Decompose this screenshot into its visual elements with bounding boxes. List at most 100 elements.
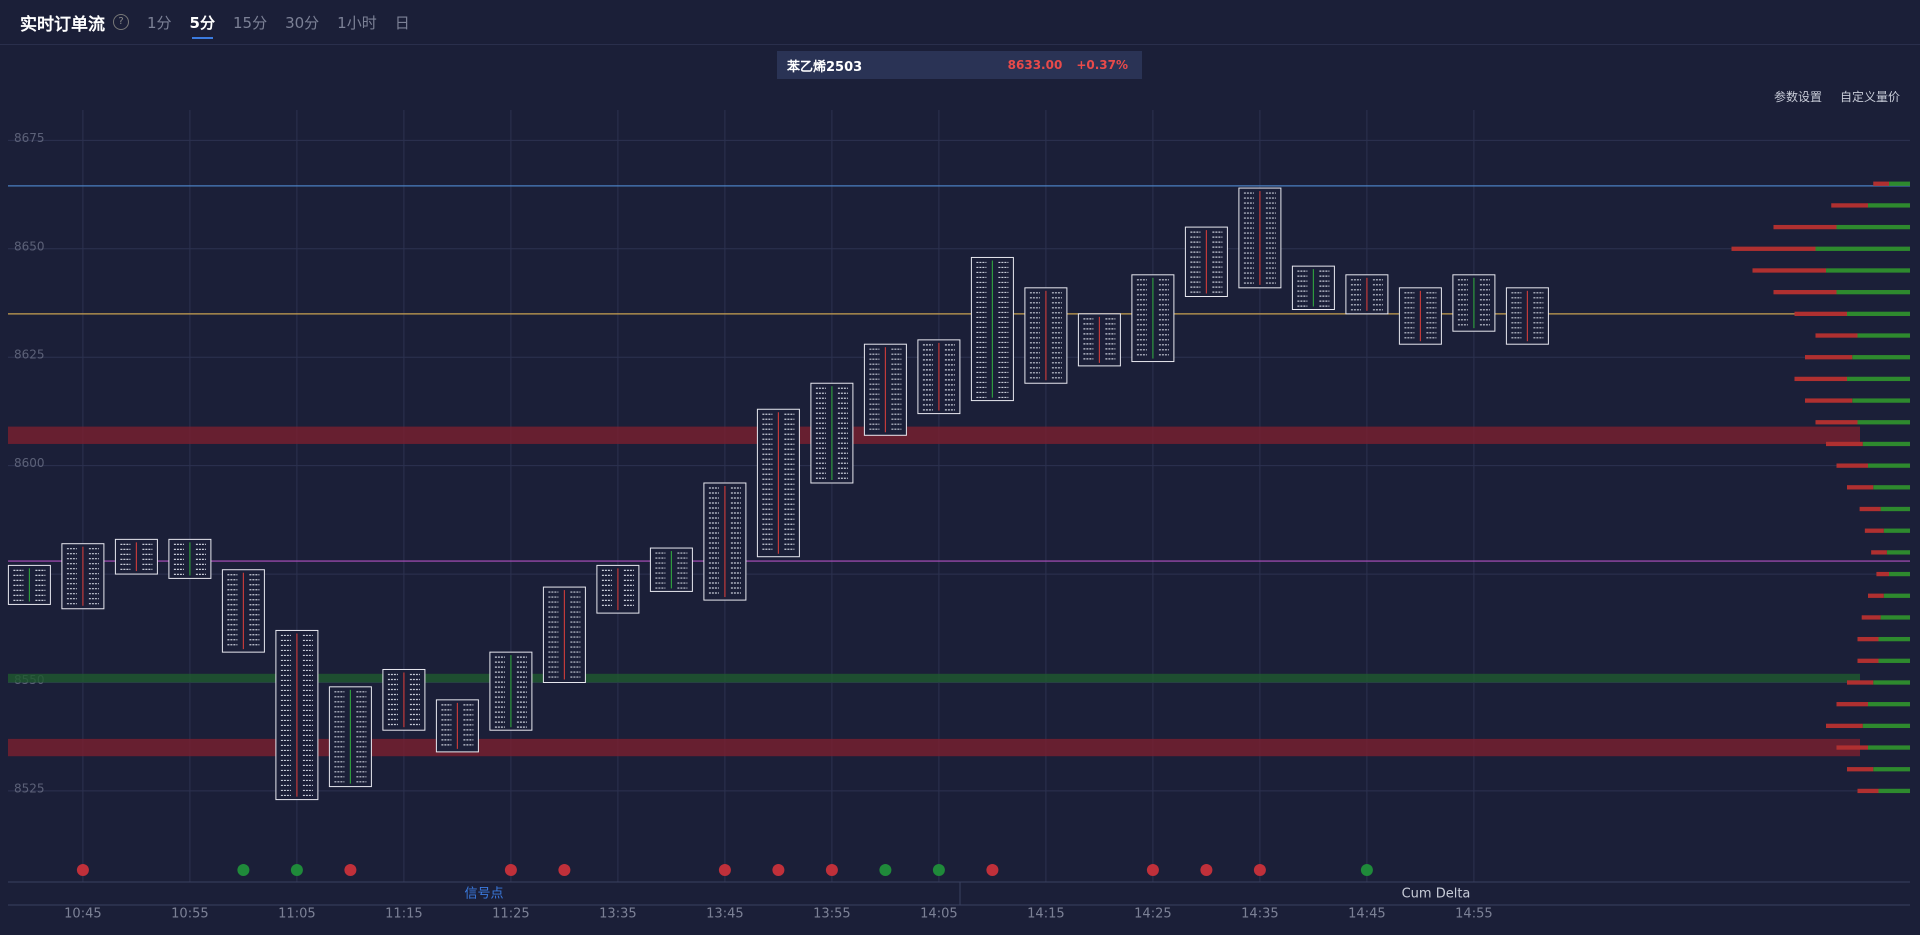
x-tick-label: 14:05 <box>920 907 957 922</box>
y-tick-label: 8600 <box>14 456 45 470</box>
signal <box>1253 864 1266 876</box>
profile-bar <box>1826 268 1910 273</box>
signal <box>825 864 838 876</box>
signal <box>879 864 892 876</box>
profile-bar <box>1773 290 1837 295</box>
tool-button[interactable]: 参数设置 <box>1773 90 1822 104</box>
y-tick-label: 8675 <box>14 131 45 145</box>
profile-bar <box>1861 615 1881 620</box>
signal <box>504 864 517 876</box>
profile-bar <box>1836 745 1868 750</box>
profile-bar <box>1868 702 1910 707</box>
profile-bar <box>1794 376 1847 382</box>
symbol-price: 8633.00 <box>1007 58 1063 72</box>
tab[interactable]: 1小时 <box>337 13 377 32</box>
profile-bar <box>1873 680 1910 685</box>
x-tick-label: 11:25 <box>492 907 529 922</box>
profile-bar <box>1815 333 1858 338</box>
x-tick-label: 11:05 <box>278 907 315 922</box>
profile-bar <box>1847 311 1910 316</box>
tool-button[interactable]: 自定义量价 <box>1839 90 1900 104</box>
x-tick-label: 14:55 <box>1455 907 1492 922</box>
profile-bar <box>1873 767 1910 772</box>
profile-bar <box>1831 203 1868 208</box>
profile-bar <box>1886 550 1910 555</box>
signal <box>1146 864 1159 876</box>
x-tick-label: 14:15 <box>1027 907 1064 922</box>
tabs: 1分 5分 15分 30分 1小时日 <box>129 12 410 39</box>
profile-bar <box>1880 506 1910 512</box>
signal <box>76 864 89 876</box>
symbol-change: +0.37% <box>1076 58 1128 72</box>
profile-bar <box>1857 636 1879 642</box>
y-tick-label: 8525 <box>14 781 45 795</box>
profile-bar <box>1805 398 1853 403</box>
profile-bar <box>1731 246 1816 251</box>
y-tick-label: 8650 <box>14 239 45 253</box>
toolbar: 参数设置 自定义量价 <box>1756 88 1900 105</box>
panel-label: Cum Delta <box>1402 887 1471 902</box>
profile-bar <box>1864 528 1884 533</box>
profile-bar <box>1857 658 1879 663</box>
signal <box>1200 864 1213 876</box>
x-tick-label: 14:45 <box>1348 907 1385 922</box>
profile-bar <box>1826 723 1863 729</box>
profile-bar <box>1847 680 1874 685</box>
profile-bar <box>1889 571 1910 577</box>
profile-bar <box>1880 615 1910 620</box>
zone <box>8 673 1860 683</box>
profile-bar <box>1852 355 1910 360</box>
signal <box>772 864 785 876</box>
header: 实时订单流 ? 1分 5分 15分 30分 1小时日 <box>0 0 1920 45</box>
zone <box>8 426 1860 444</box>
x-tick-label: 14:35 <box>1241 907 1278 922</box>
profile-bar <box>1878 636 1910 642</box>
signal <box>290 864 303 876</box>
profile-bar <box>1883 528 1910 533</box>
profile-bar <box>1815 246 1910 251</box>
x-tick-label: 14:25 <box>1134 907 1171 922</box>
profile-bar <box>1857 788 1879 794</box>
panel-label: 信号点 <box>464 887 503 902</box>
signal <box>932 864 945 876</box>
signal <box>718 864 731 876</box>
x-tick-label: 13:35 <box>599 907 636 922</box>
profile-bar <box>1847 485 1874 490</box>
profile-bar <box>1862 723 1910 729</box>
help[interactable]: ? <box>113 14 129 30</box>
signal <box>986 864 999 876</box>
tab[interactable]: 5分 <box>189 13 215 39</box>
profile-bar <box>1868 463 1910 468</box>
profile-bar <box>1878 658 1910 663</box>
profile-bar <box>1847 767 1874 772</box>
profile-bar <box>1815 420 1858 425</box>
profile-bar <box>1859 506 1881 512</box>
profile-bar <box>1836 290 1910 295</box>
profile-bar <box>1889 181 1910 186</box>
profile-bar <box>1857 420 1910 425</box>
signal <box>1360 864 1373 876</box>
profile-bar <box>1868 593 1884 598</box>
profile-bar <box>1773 224 1837 230</box>
title: 实时订单流 <box>20 14 105 35</box>
x-tick-label: 10:55 <box>171 907 208 922</box>
tab[interactable]: 1分 <box>147 13 172 32</box>
profile-bar <box>1847 376 1910 382</box>
profile-bar <box>1794 311 1847 316</box>
profile-bar <box>1752 268 1826 273</box>
profile-bar <box>1836 463 1868 468</box>
x-tick-label: 10:45 <box>64 907 101 922</box>
x-tick-label: 13:45 <box>706 907 743 922</box>
signal <box>344 864 357 876</box>
profile-bar <box>1805 355 1853 360</box>
profile-bar <box>1878 788 1910 794</box>
tab[interactable]: 30分 <box>285 13 320 32</box>
profile-bar <box>1883 593 1910 598</box>
profile-bar <box>1852 398 1910 403</box>
signal <box>237 864 250 876</box>
profile-bar <box>1873 181 1889 186</box>
tab[interactable]: 日 <box>394 13 410 32</box>
symbol-bar[interactable]: 苯乙烯2503 8633.00 +0.37% <box>777 51 1142 79</box>
tab[interactable]: 15分 <box>232 13 268 32</box>
